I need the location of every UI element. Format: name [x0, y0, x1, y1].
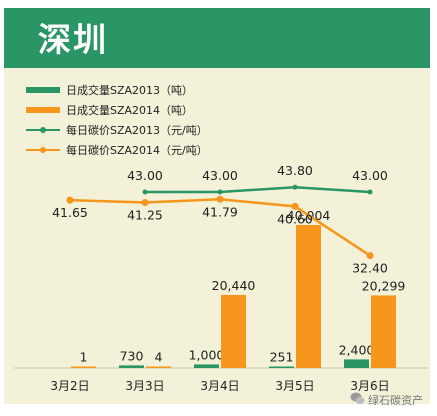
line-value-label: 43.00: [202, 168, 238, 183]
bar-2013: [269, 366, 294, 368]
bar-value-label: 1: [80, 350, 88, 365]
chart-panel: [4, 8, 430, 404]
bar-value-label: 1,000: [189, 347, 225, 362]
legend-label: 日成交量SZA2014（吨）: [66, 103, 193, 117]
bar-value-label: 20,299: [362, 278, 406, 293]
x-tick-label: 3月3日: [125, 379, 164, 393]
line-point: [216, 195, 224, 203]
line-value-label: 41.25: [127, 208, 163, 223]
line-value-label: 40.60: [277, 211, 313, 226]
wechat-icon: [350, 392, 365, 405]
bar-2014: [371, 295, 396, 368]
line-point: [142, 189, 148, 195]
watermark-text: 绿石碳资产: [368, 394, 423, 407]
bar-2013: [344, 359, 369, 368]
line-point: [141, 199, 149, 206]
legend-label: 每日碳价SZA2013（元/吨）: [66, 123, 208, 137]
line-point: [66, 196, 74, 204]
page-title: 深圳: [38, 20, 108, 59]
bar-2014: [71, 366, 96, 368]
legend-label: 每日碳价SZA2014（元/吨）: [66, 143, 208, 157]
legend-swatch-marker: [40, 127, 46, 133]
line-point: [292, 184, 298, 190]
bar-2013: [119, 365, 144, 368]
legend-swatch-bar: [26, 87, 60, 93]
bar-value-label: 20,440: [212, 278, 256, 293]
line-point: [291, 202, 299, 210]
line-point: [217, 189, 223, 195]
line-value-label: 43.00: [352, 168, 388, 183]
bar-2014: [296, 225, 321, 368]
line-value-label: 43.80: [277, 163, 313, 178]
x-tick-label: 3月4日: [200, 379, 239, 393]
title-bar: 深圳: [4, 8, 430, 68]
legend-label: 日成交量SZA2013（吨）: [66, 83, 193, 97]
line-point: [366, 252, 374, 260]
line-value-label: 43.00: [127, 168, 163, 183]
bar-value-label: 251: [270, 350, 294, 365]
x-tick-label: 3月5日: [275, 379, 314, 393]
line-2013: [145, 185, 371, 194]
bar-value-label: 730: [120, 348, 144, 363]
bar-2014: [221, 294, 246, 368]
bar-value-label: 4: [155, 350, 163, 365]
x-tick-label: 3月2日: [50, 379, 89, 393]
x-tick-label: 3月6日: [350, 379, 389, 393]
line-value-label: 41.79: [202, 204, 238, 219]
bar-2014: [146, 366, 171, 368]
line-value-label: 32.40: [352, 261, 388, 276]
line-value-label: 41.65: [52, 205, 88, 220]
bar-2013: [194, 364, 219, 368]
bar-value-label: 2,400: [339, 342, 375, 357]
line-point: [367, 189, 373, 195]
legend-swatch-bar: [26, 107, 60, 113]
legend-swatch-marker: [40, 147, 46, 153]
